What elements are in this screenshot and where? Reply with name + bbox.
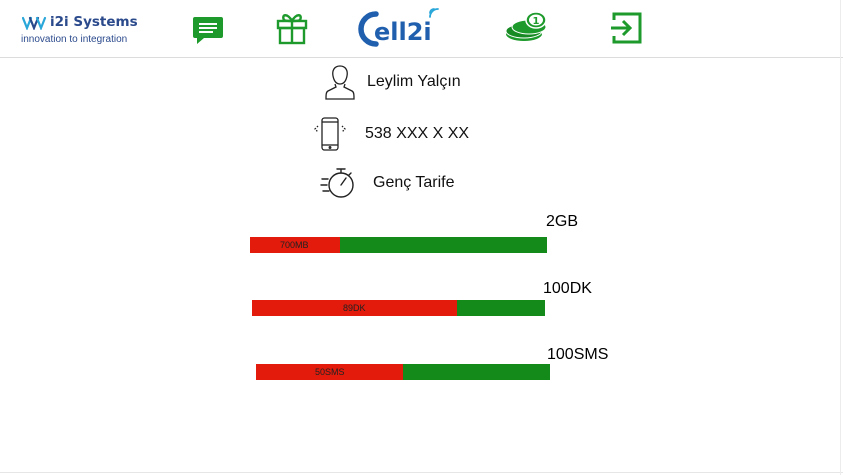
minutes-total-label: 100DK [543,280,592,297]
brand-tagline: innovation to integration [21,34,128,45]
sign-out-icon[interactable] [609,11,643,45]
data-usage-bar: 700MB [250,237,547,253]
profile-name: Leylim Yalçın [367,73,461,90]
top-navigation-bar: i2i Systems innovation to integration [0,0,843,58]
data-used-segment [250,237,340,253]
page-bottom-border [0,472,843,473]
minutes-usage-bar: 89DK [252,300,545,316]
profile-phone: 538 XXX X XX [365,125,470,142]
data-total-label: 2GB [546,213,579,230]
cell2i-logo-text: ell2i [374,18,432,46]
profile-tariff-row: Genç Tarife [320,165,455,201]
i2i-systems-logo[interactable]: i2i Systems innovation to integration [18,14,143,48]
cell2i-logo[interactable]: ell2i [356,6,444,50]
i2i-waves-icon [22,16,47,30]
minutes-used-segment [252,300,458,316]
sms-total-label: 100SMS [547,346,609,363]
sms-used-segment [256,364,403,380]
sms-usage-bar: 50SMS [256,364,550,380]
user-icon [325,65,355,100]
mobile-phone-icon [314,117,346,151]
data-used-label: 700MB [280,240,309,250]
minutes-used-label: 89DK [343,303,366,313]
stopwatch-icon [320,168,354,198]
gift-icon[interactable] [276,11,308,45]
page-right-border [840,0,841,475]
profile-tariff: Genç Tarife [373,174,455,191]
sms-used-label: 50SMS [315,367,345,377]
profile-phone-row: 538 XXX X XX [313,116,469,152]
profile-name-row: Leylim Yalçın [324,63,461,101]
coins-icon[interactable]: 1 [504,10,550,44]
cell2i-logo-graphic: ell2i [358,8,439,47]
coin-badge-text: 1 [533,16,540,27]
brand-name: i2i Systems [50,14,138,30]
chat-icon[interactable] [192,15,224,45]
